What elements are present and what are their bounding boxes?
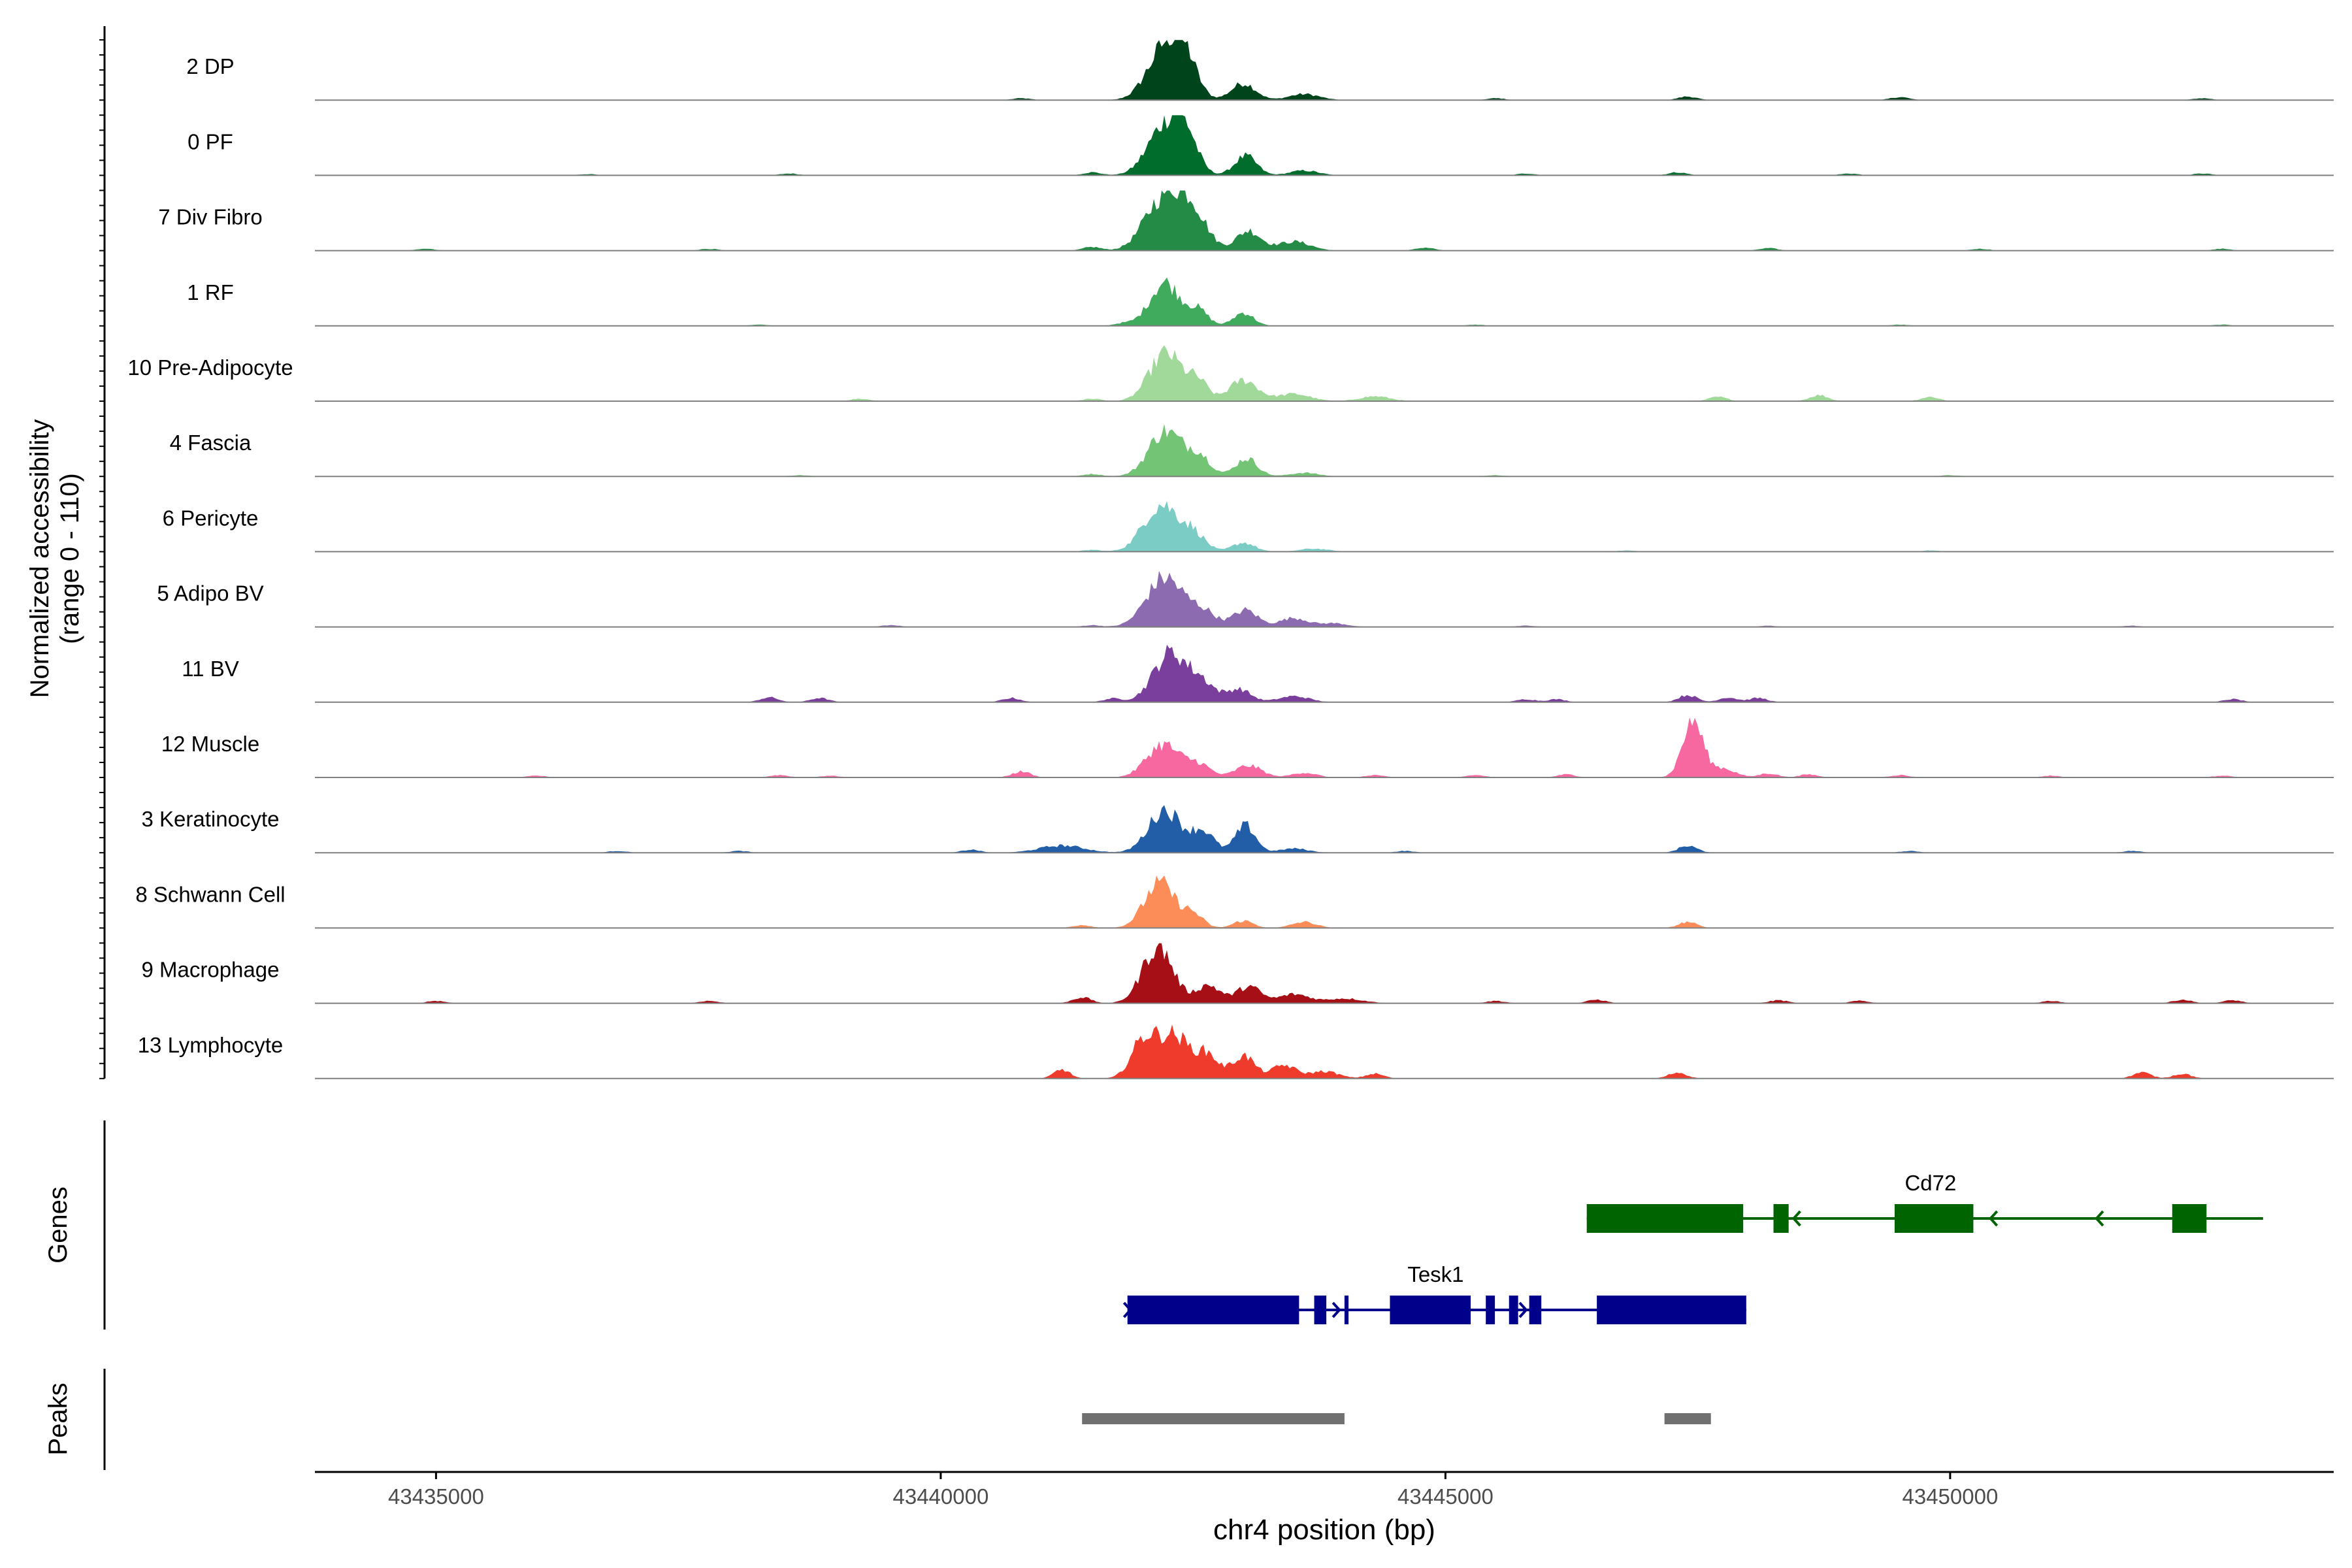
coverage-track: 4 Fascia [170, 424, 2334, 478]
gene-strand-arrow [1518, 1301, 1528, 1318]
coverage-area [315, 644, 2334, 702]
coverage-area [315, 805, 2334, 853]
coverage-track: 9 Macrophage [142, 943, 2334, 1004]
peaks-label: Peaks [44, 1382, 73, 1455]
x-axis-tick-label: 43445000 [1397, 1484, 1494, 1509]
gene-strand-arrow [1331, 1301, 1341, 1318]
gene-exon [1509, 1296, 1518, 1324]
gene-exon [1486, 1296, 1495, 1324]
coverage-panel: 2 DP 0 PF 7 Div Fibro 1 RF 10 Pre-Adipocyte 4… [127, 40, 2334, 1079]
coverage-track: 12 Muscle [161, 717, 2334, 778]
genes-panel: Cd72 Tesk1 [1122, 1171, 2263, 1324]
x-axis-tick-label: 43440000 [892, 1484, 988, 1509]
coverage-area [315, 500, 2334, 552]
x-axis-tick-label: 43450000 [1902, 1484, 1998, 1509]
track-label: 1 RF [187, 280, 234, 304]
track-label: 0 PF [188, 129, 233, 154]
coverage-area [315, 875, 2334, 928]
track-label: 10 Pre-Adipocyte [127, 355, 293, 380]
coverage-area [315, 190, 2334, 251]
gene-exon [1529, 1296, 1542, 1324]
coverage-track: 6 Pericyte [163, 500, 2334, 553]
track-label: 7 Div Fibro [158, 205, 263, 229]
coverage-track: 13 Lymphocyte [138, 1024, 2334, 1079]
gene-strand-arrow [1988, 1210, 1999, 1227]
gene-exon [1344, 1296, 1349, 1324]
track-label: 13 Lymphocyte [138, 1033, 284, 1057]
track-label: 5 Adipo BV [157, 581, 263, 606]
coverage-area [315, 570, 2334, 627]
coverage-y-axis [99, 26, 106, 1079]
coverage-track: 8 Schwann Cell [135, 875, 2334, 929]
coverage-track: 3 Keratinocyte [142, 805, 2334, 854]
gene-model: Cd72 [1586, 1171, 2263, 1233]
peak-region [1082, 1413, 1345, 1424]
track-label: 8 Schwann Cell [135, 882, 285, 906]
gene-model: Tesk1 [1122, 1262, 1746, 1324]
genes-label: Genes [44, 1186, 73, 1264]
coverage-area [315, 717, 2334, 777]
track-label: 2 DP [186, 54, 234, 78]
coverage-y-label-line2: (range 0 - 110) [56, 473, 84, 644]
gene-exon [1390, 1296, 1471, 1324]
track-label: 12 Muscle [161, 732, 259, 756]
track-label: 6 Pericyte [163, 506, 259, 530]
gene-exon [1127, 1296, 1299, 1324]
coverage-track: 0 PF [188, 115, 2334, 176]
peaks-panel [1082, 1413, 1711, 1424]
x-axis-title: chr4 position (bp) [1213, 1514, 1435, 1546]
gene-exon [1314, 1296, 1327, 1324]
gene-strand-arrow [1122, 1301, 1133, 1318]
peak-region [1664, 1413, 1711, 1424]
track-label: 3 Keratinocyte [142, 807, 280, 831]
gene-name-label: Tesk1 [1407, 1262, 1463, 1286]
coverage-track: 5 Adipo BV [157, 570, 2334, 628]
gene-strand-arrow [2095, 1210, 2104, 1227]
gene-name-label: Cd72 [1904, 1171, 1956, 1195]
gene-exon [1894, 1204, 1974, 1233]
coverage-area [315, 424, 2334, 477]
coverage-track: 11 BV [182, 644, 2334, 703]
coverage-area [315, 277, 2334, 326]
coverage-area [315, 345, 2334, 401]
coverage-area [315, 1024, 2334, 1079]
coverage-track: 2 DP [186, 40, 2334, 101]
gene-exon [1773, 1204, 1789, 1233]
coverage-y-label-line1: Normalized accessibility [25, 419, 54, 698]
coverage-track: 10 Pre-Adipocyte [127, 345, 2334, 402]
x-axis: 43435000 43440000 43445000 43450000 [315, 1471, 2334, 1509]
coverage-track: 7 Div Fibro [158, 190, 2334, 252]
x-axis-tick-label: 43435000 [388, 1484, 484, 1509]
coverage-area [315, 943, 2334, 1004]
gene-exon [1597, 1296, 1746, 1324]
gene-exon [2172, 1204, 2207, 1233]
coverage-area [315, 40, 2334, 101]
track-label: 4 Fascia [170, 431, 252, 455]
coverage-track: 1 RF [187, 277, 2334, 327]
track-label: 9 Macrophage [142, 958, 280, 982]
coverage-area [315, 115, 2334, 176]
gene-exon [1586, 1204, 1744, 1233]
track-label: 11 BV [182, 657, 238, 681]
gene-strand-arrow [1791, 1210, 1801, 1227]
